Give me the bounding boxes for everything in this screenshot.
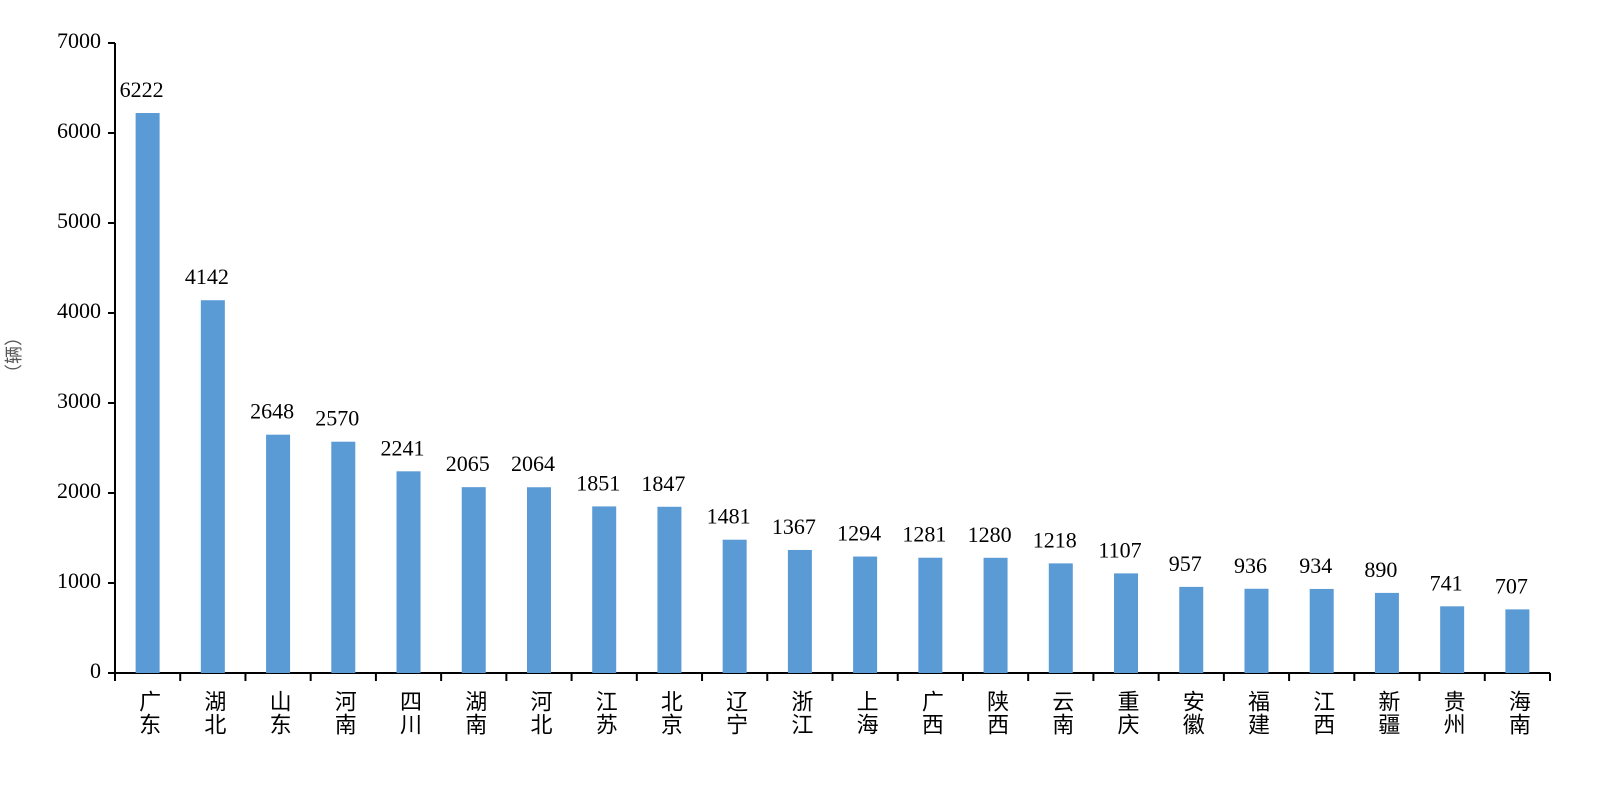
bar (266, 434, 291, 673)
x-tick-label: 江西 (1309, 690, 1335, 736)
bar (1374, 592, 1399, 673)
x-tick-label: 海南 (1505, 690, 1531, 736)
bar (853, 556, 878, 673)
bar (461, 487, 486, 673)
bar (331, 441, 356, 673)
x-tick-label: 上海 (853, 690, 879, 736)
bar (657, 506, 682, 673)
value-label: 1367 (772, 514, 816, 539)
y-axis-label: （辆） (4, 328, 25, 382)
value-label: 2241 (381, 435, 425, 460)
y-tick-label: 6000 (57, 118, 101, 143)
value-label: 1218 (1033, 527, 1077, 552)
bar (135, 113, 160, 673)
value-label: 6222 (120, 77, 164, 102)
x-tick-label: 辽宁 (722, 690, 748, 736)
bar (1505, 609, 1530, 673)
bar (983, 557, 1008, 673)
bar (1179, 586, 1204, 673)
y-tick-label: 4000 (57, 298, 101, 323)
x-tick-label: 广东 (135, 690, 161, 736)
x-tick-label: 北京 (657, 690, 683, 736)
bar (200, 300, 225, 673)
y-tick-label: 2000 (57, 478, 101, 503)
value-label: 1107 (1098, 537, 1141, 562)
value-label: 2648 (250, 399, 294, 424)
value-label: 1294 (837, 521, 881, 546)
value-label: 1281 (902, 522, 946, 547)
y-tick-label: 7000 (57, 28, 101, 53)
value-label: 890 (1364, 557, 1397, 582)
y-tick-label: 1000 (57, 568, 101, 593)
value-label: 1280 (968, 522, 1012, 547)
x-tick-label: 河南 (331, 690, 357, 736)
bar (396, 471, 421, 673)
x-tick-label: 湖北 (200, 690, 226, 736)
value-label: 1847 (641, 471, 685, 496)
bar (787, 549, 812, 673)
x-tick-label: 江苏 (592, 690, 618, 736)
x-tick-label: 福建 (1244, 690, 1270, 736)
value-label: 2064 (511, 451, 555, 476)
x-tick-label: 陕西 (983, 690, 1008, 736)
value-label: 2570 (315, 406, 359, 431)
value-label: 1851 (576, 470, 620, 495)
x-tick-label: 广西 (918, 690, 944, 736)
value-label: 1481 (707, 504, 751, 529)
value-label: 936 (1234, 553, 1267, 578)
bar (1440, 606, 1465, 673)
x-tick-label: 新疆 (1374, 690, 1400, 736)
value-label: 741 (1430, 570, 1463, 595)
value-label: 707 (1495, 573, 1528, 598)
x-tick-label: 河北 (526, 690, 552, 736)
x-tick-label: 云南 (1048, 690, 1073, 736)
bar (592, 506, 617, 673)
bar (526, 487, 551, 673)
x-tick-label: 山东 (266, 690, 291, 736)
bar (1244, 588, 1269, 673)
bar (722, 539, 747, 673)
value-label: 4142 (185, 264, 229, 289)
value-label: 934 (1299, 553, 1332, 578)
x-tick-label: 四川 (396, 690, 422, 736)
value-label: 957 (1169, 551, 1202, 576)
y-tick-label: 3000 (57, 388, 101, 413)
bar (918, 557, 943, 673)
x-tick-label: 重庆 (1114, 690, 1140, 736)
value-label: 2065 (446, 451, 490, 476)
x-tick-label: 浙江 (787, 690, 813, 736)
x-tick-label: 贵州 (1440, 690, 1466, 736)
y-tick-label: 5000 (57, 208, 101, 233)
bar (1309, 588, 1334, 673)
bar (1114, 573, 1139, 673)
y-tick-label: 0 (90, 658, 101, 683)
bar (1048, 563, 1073, 673)
x-tick-label: 湖南 (461, 690, 487, 736)
x-tick-label: 安徽 (1179, 690, 1205, 736)
